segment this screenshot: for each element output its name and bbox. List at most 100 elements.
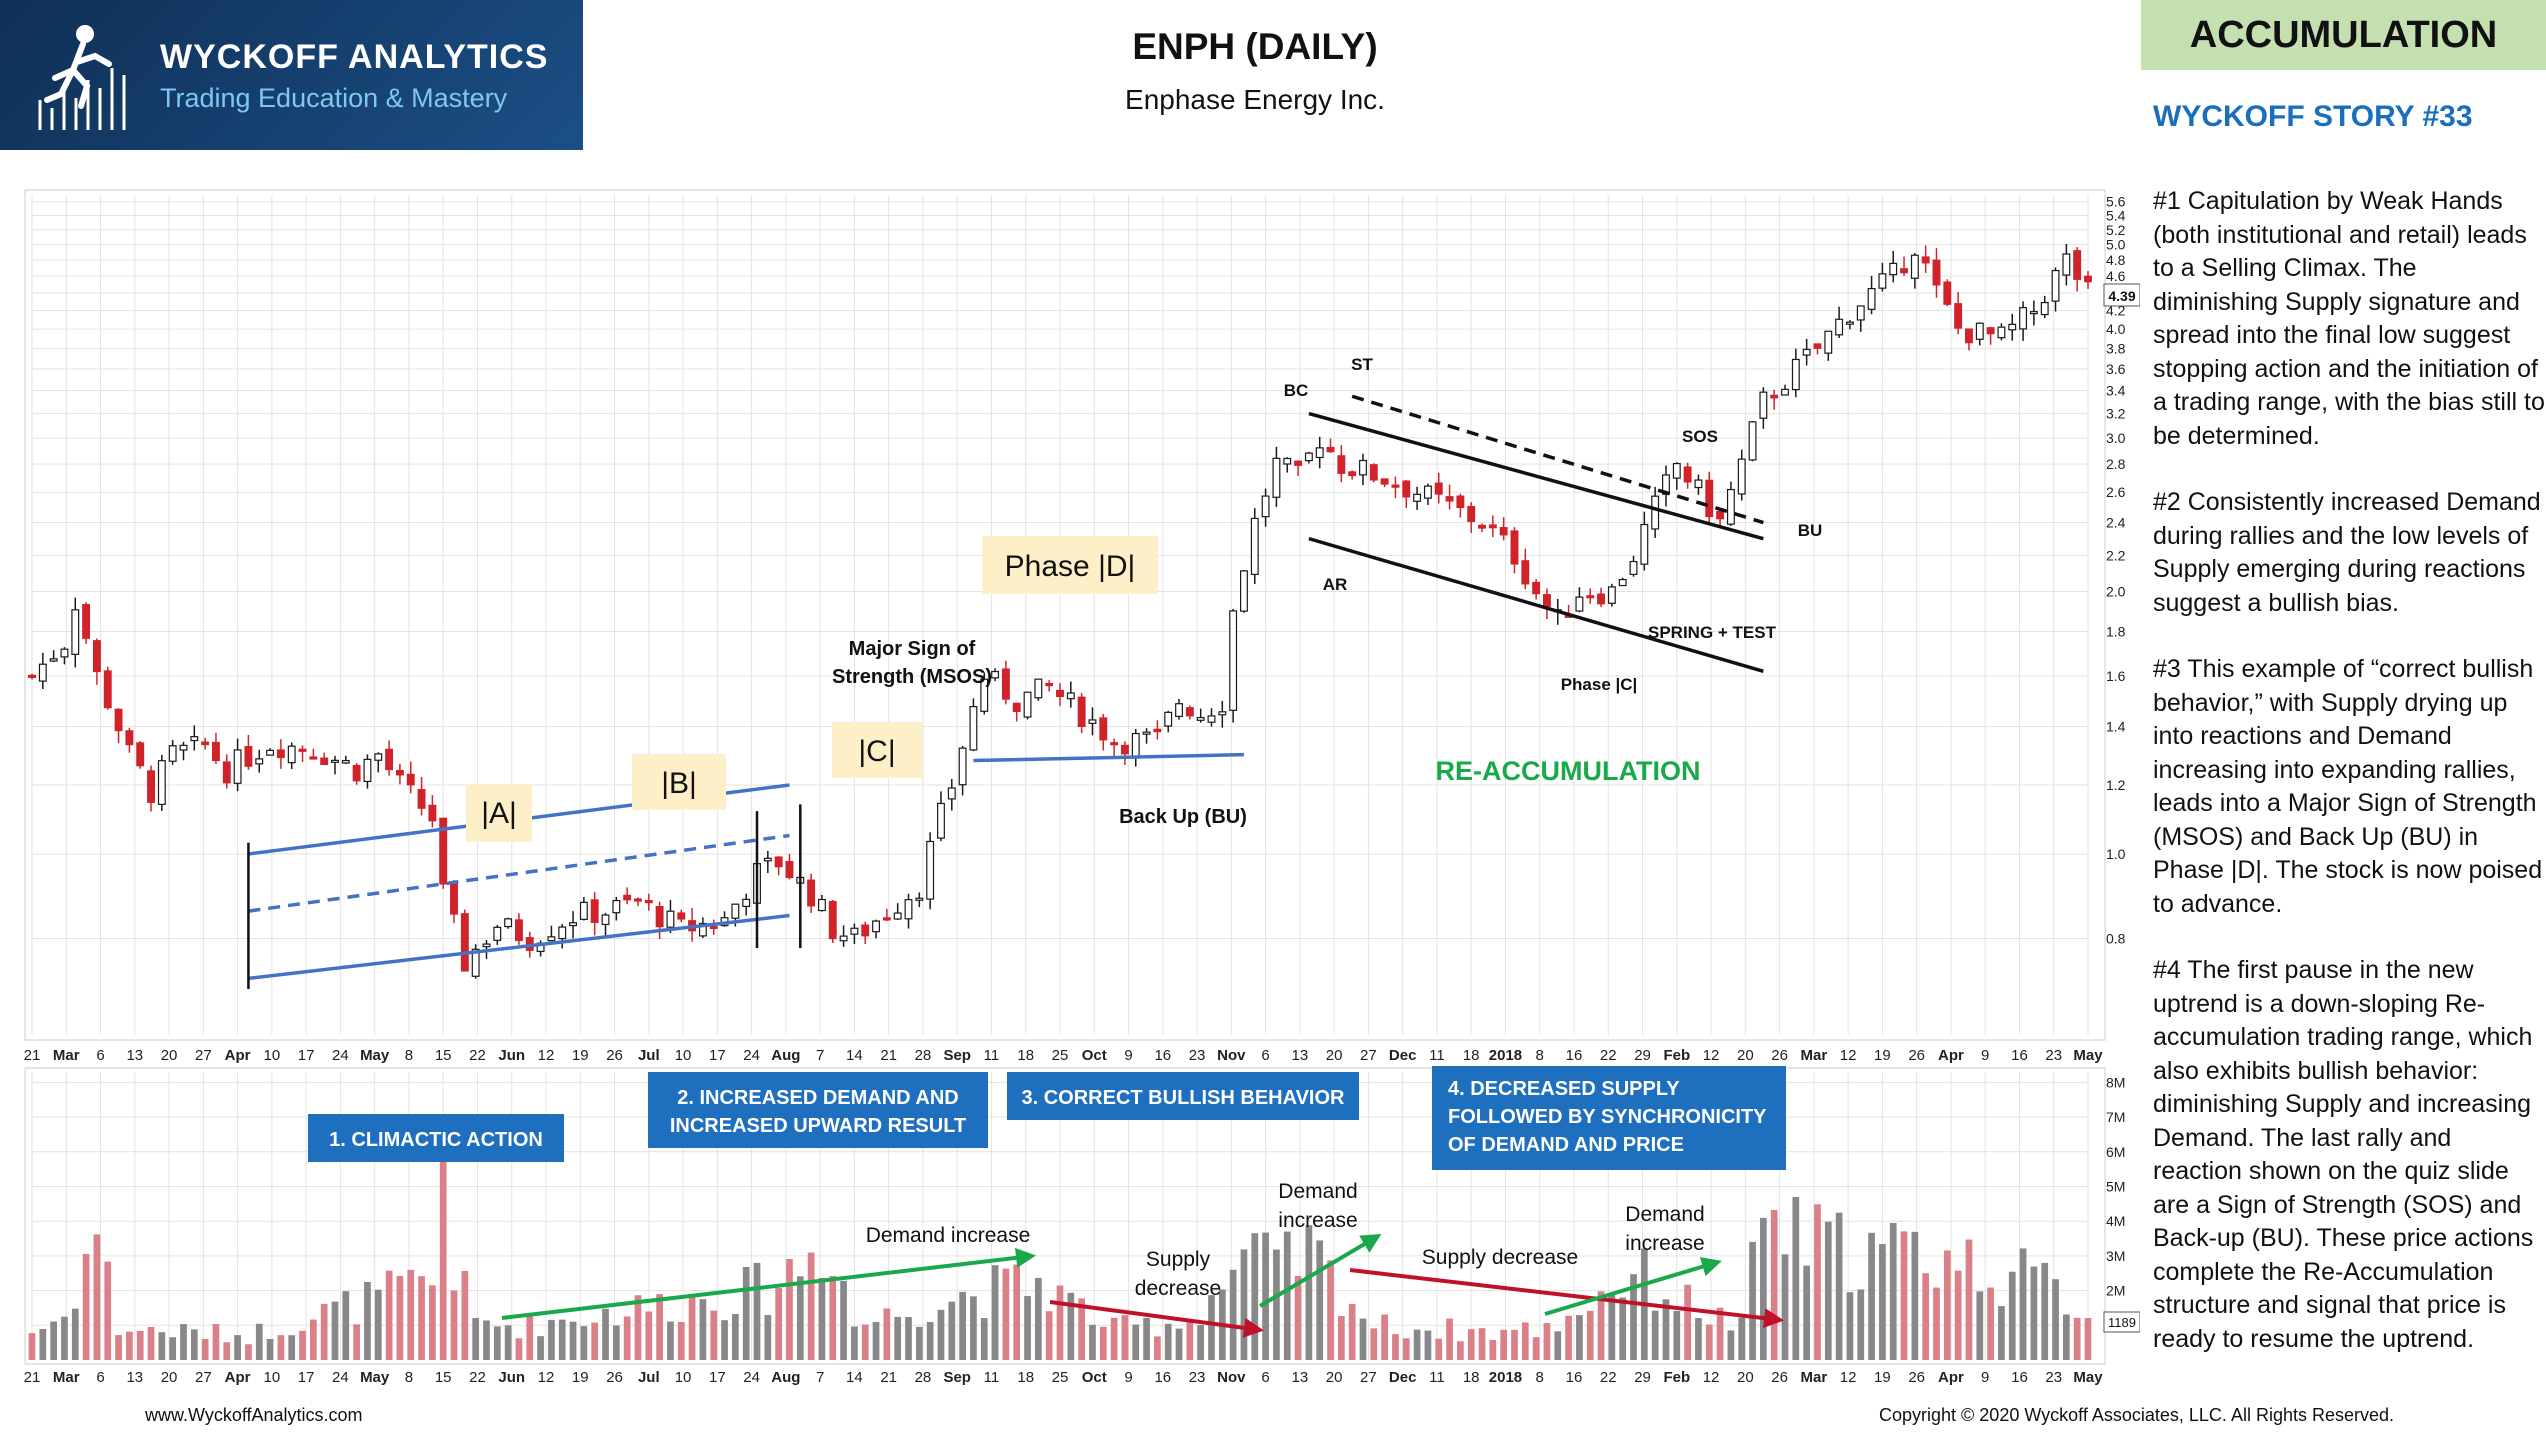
price-candle [2073,250,2082,280]
volume-bar [1543,1323,1551,1360]
x-tick-label: Oct [1082,1369,1107,1386]
volume-bar [1576,1315,1583,1360]
phase-a-label: |A| [481,797,517,830]
volume-bar [634,1295,642,1360]
box-climactic-action [308,1114,564,1162]
box-decreased-supply [1432,1066,1786,1170]
bu-label: BU [1798,521,1823,540]
price-candle [601,914,610,926]
volume-bar [1359,1318,1367,1360]
x-tick-label: 17 [298,1369,315,1386]
price-candle [1683,466,1692,483]
volume-bar [1175,1328,1183,1360]
volume-bar [1900,1231,1908,1360]
price-candle [1467,505,1476,523]
volume-bar [158,1332,166,1360]
volume-bar [1424,1330,1432,1360]
x-tick-label: 18 [1017,1369,1034,1386]
price-candle [1954,303,1963,329]
price-candle [1802,348,1811,356]
box-increased-demand [648,1072,988,1148]
price-candle [1478,524,1486,529]
x-tick-label: Nov [1217,1047,1246,1064]
volume-bar [450,1290,458,1360]
price-candle [1845,321,1854,325]
x-tick-label: 14 [846,1369,863,1386]
price-candle [179,744,188,751]
price-candle [547,936,556,942]
runner-chart-icon [38,25,126,130]
volume-bar [1781,1254,1789,1360]
y-tick-label: 2.0 [2106,584,2126,600]
price-candle [1910,254,1919,279]
price-candle [1781,388,1789,396]
volume-bar [1554,1331,1562,1360]
brand-title: WYCKOFF ANALYTICS [160,38,549,76]
price-candle [157,760,166,805]
x-tick-label: 22 [469,1369,486,1386]
price-candle [1694,479,1703,489]
volume-bar [245,1344,252,1360]
volume-bar [418,1276,425,1360]
volume-bar [1792,1196,1800,1360]
volume-bar [656,1294,663,1360]
x-tick-label: 9 [1124,1047,1132,1064]
phase-a-box [466,784,532,842]
y-tick-label: 4.2 [2106,303,2126,319]
volume-bar [1879,1244,1886,1360]
volume-bar [558,1319,566,1360]
volume-bar [1500,1329,1508,1360]
price-candle [785,861,794,879]
volume-bar [364,1281,371,1360]
reaccumulation-label: RE-ACCUMULATION [1436,756,1701,786]
price-candle [514,919,523,942]
supply-decrease-label-1a: Supply [1146,1248,1211,1271]
price-candle [222,761,231,784]
volume-bar [623,1316,631,1360]
x-tick-label: 19 [572,1369,589,1386]
volume-bar [1370,1328,1378,1360]
volume-bar [515,1338,523,1360]
x-tick-label: 26 [606,1369,623,1386]
price-candle [1586,595,1595,599]
price-candle [644,899,653,904]
volume-tick-label: 8M [2106,1074,2125,1090]
volume-bar [277,1335,285,1360]
volume-bar [2052,1279,2059,1360]
x-tick-label: 17 [709,1369,726,1386]
price-candle [1196,716,1205,721]
y-tick-label: 4.6 [2106,268,2126,284]
msos-label-line2: Strength (MSOS) [832,666,992,688]
volume-bar [1478,1328,1486,1360]
x-tick-label: Sep [943,1047,971,1064]
price-candle [1207,715,1216,723]
price-candle [1012,702,1021,712]
volume-bar [61,1316,68,1360]
x-tick-label: Apr [225,1369,251,1386]
x-tick-label: Sep [943,1369,971,1386]
volume-bar [1240,1249,1248,1360]
price-candle [612,899,621,914]
price-candle [579,901,588,920]
volume-bar [115,1335,122,1360]
price-candle [915,897,924,901]
x-tick-label: 20 [1326,1047,1343,1064]
y-tick-label: 2.6 [2106,484,2126,500]
x-tick-label: 22 [1600,1047,1617,1064]
price-candle [363,758,372,783]
x-tick-label: Mar [1801,1369,1828,1386]
price-candle [1791,358,1800,391]
volume-bar [1760,1217,1767,1360]
y-tick-label: 2.8 [2106,456,2126,472]
price-candle [731,903,740,919]
price-candle [460,913,469,972]
volume-bar [1294,1275,1302,1360]
volume-bar [385,1270,393,1360]
price-candle [1770,394,1779,399]
price-candle [1175,703,1183,717]
volume-bar [677,1322,685,1360]
price-candle [2062,253,2071,276]
volume-bar [1597,1291,1605,1360]
x-tick-label: 2018 [1489,1369,1522,1386]
price-candle [1304,452,1313,462]
